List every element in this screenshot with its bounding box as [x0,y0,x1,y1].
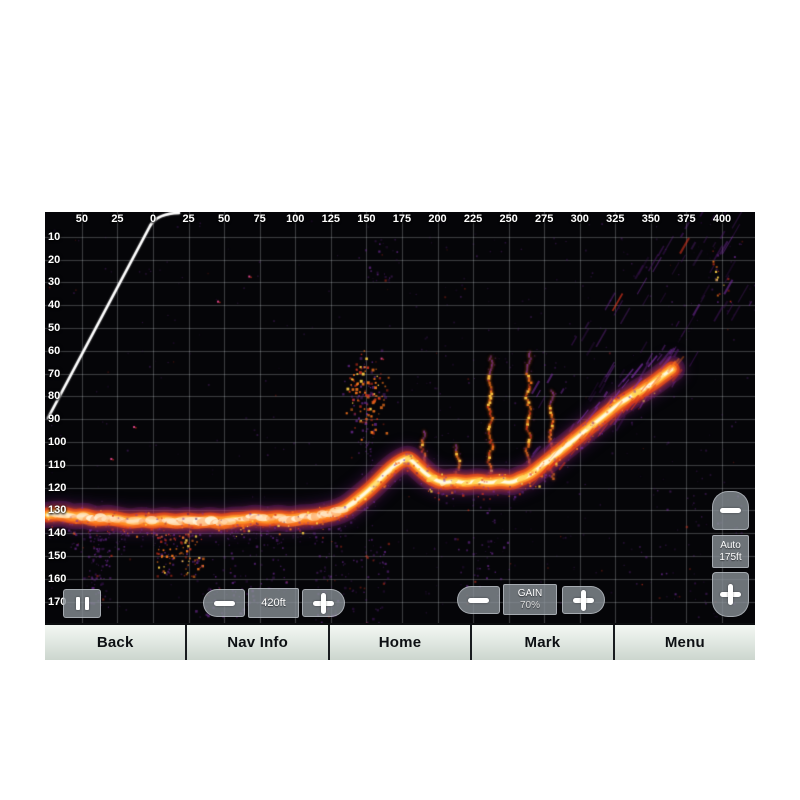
gain-value-label: 70% [519,599,540,611]
minus-icon [720,508,741,513]
nav-button-label: Home [378,634,422,651]
plus-icon [313,592,334,614]
gain-plus-button[interactable] [562,586,605,614]
depth-zoom-mode-label: Auto [720,540,741,551]
plus-icon [573,589,594,611]
sonar-echogram [45,212,755,623]
plus-icon [720,584,741,605]
depth-range-minus-button[interactable] [712,491,749,530]
gain-value-box: GAIN 70% [503,584,557,615]
nav-button-home[interactable]: Home [329,625,473,660]
range-value-box: 420ft [248,588,299,618]
pause-button[interactable] [63,589,101,618]
gain-label: GAIN [517,588,543,599]
range-value-label: 420ft [261,596,286,609]
nav-button-label: Mark [524,634,561,651]
nav-button-menu[interactable]: Menu [614,625,755,660]
nav-button-label: Nav Info [227,634,288,651]
nav-button-mark[interactable]: Mark [472,625,615,660]
nav-button-back[interactable]: Back [45,625,188,660]
nav-button-label: Back [96,634,134,651]
pause-icon [75,597,89,610]
nav-button-label: Menu [664,634,705,651]
nav-button-nav-info[interactable]: Nav Info [187,625,330,660]
range-plus-button[interactable] [302,589,345,617]
sonar-screen: 50 25 0 25 50 75 100 125 150 175 200 225 250 275 300 32… [45,212,755,660]
depth-range-plus-button[interactable] [712,572,749,617]
depth-zoom-value-label: 175ft [719,551,742,563]
gain-minus-button[interactable] [457,586,500,614]
depth-range-value-box: Auto 175ft [712,535,749,568]
range-minus-button[interactable] [203,589,245,617]
bottom-navbar: Back Nav Info Home Mark Menu [45,623,755,660]
minus-icon [468,597,489,603]
minus-icon [213,600,235,606]
